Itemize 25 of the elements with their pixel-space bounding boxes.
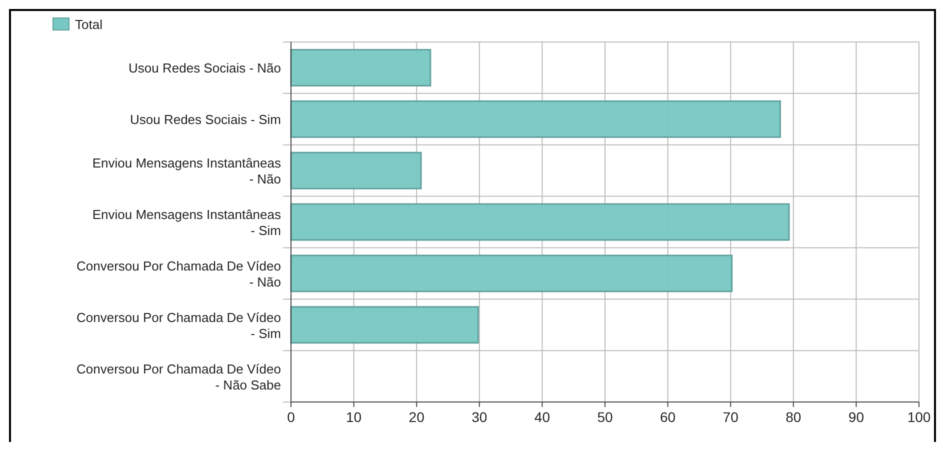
bar (290, 152, 422, 190)
x-tick-label: 30 (472, 409, 488, 425)
x-tick-label: 90 (848, 409, 864, 425)
x-tick-label: 20 (408, 409, 425, 425)
x-tick-label: 80 (786, 409, 802, 425)
x-tick-label: 0 (287, 409, 296, 425)
y-tick-label: Enviou Mensagens Instantâneas - Sim (92, 207, 282, 238)
y-tick-label: Usou Redes Sociais - Não (128, 60, 281, 76)
y-tick-label: Conversou Por Chamada De Vídeo - Não (76, 258, 281, 290)
x-tick-label: 10 (346, 409, 362, 425)
bar (290, 203, 790, 241)
x-tick-label: 60 (660, 409, 676, 425)
x-tick-label: 100 (907, 409, 931, 425)
x-tick-label: 70 (722, 409, 739, 425)
y-tick-label: Conversou Por Chamada De Vídeo - Sim (76, 310, 281, 341)
bar (290, 100, 781, 138)
y-tick-label: Enviou Mensagens Instantâneas - Não (92, 156, 282, 187)
legend-label: Total (75, 17, 103, 32)
x-tick-label: 40 (534, 409, 550, 425)
x-tick-label: 50 (597, 409, 613, 425)
y-tick-label: Usou Redes Sociais - Sim (130, 112, 281, 128)
y-tick-label: Conversou Por Chamada De Vídeo - Não Sabe (76, 361, 281, 392)
bar (290, 254, 733, 292)
bar (290, 306, 479, 344)
bar (290, 48, 432, 86)
